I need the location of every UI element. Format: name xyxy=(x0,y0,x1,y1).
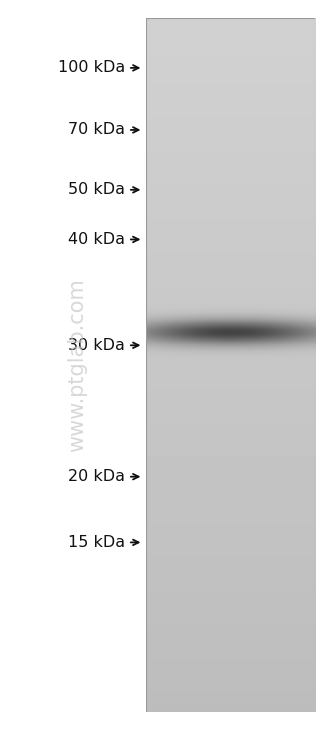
Text: 15 kDa: 15 kDa xyxy=(68,535,125,550)
Text: 50 kDa: 50 kDa xyxy=(68,182,125,197)
Text: 20 kDa: 20 kDa xyxy=(68,469,125,484)
Text: 70 kDa: 70 kDa xyxy=(68,123,125,137)
Text: 40 kDa: 40 kDa xyxy=(68,232,125,247)
Text: www.ptglab.com: www.ptglab.com xyxy=(67,278,87,452)
Text: 30 kDa: 30 kDa xyxy=(68,338,125,353)
Text: 100 kDa: 100 kDa xyxy=(58,61,125,75)
